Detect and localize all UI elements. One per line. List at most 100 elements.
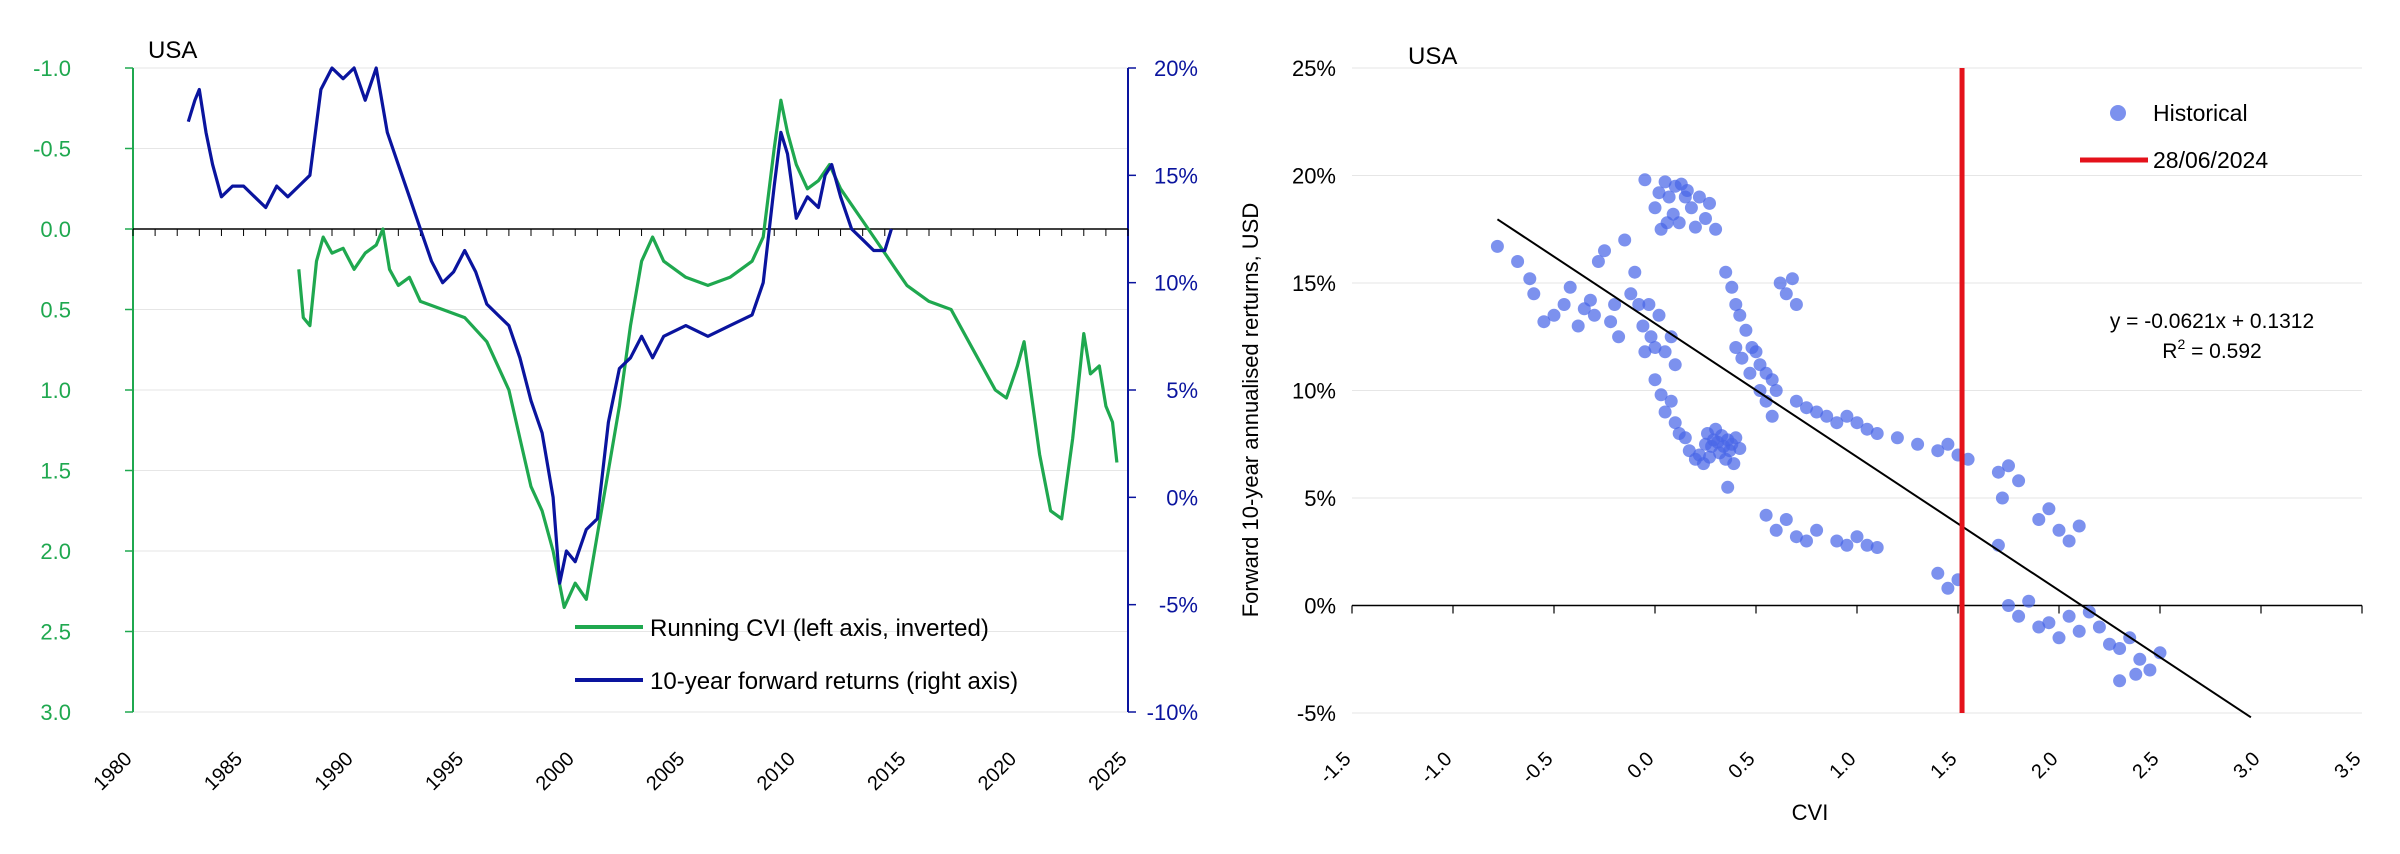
left-y-tick-label: 2.5 [40, 620, 71, 645]
trend-r-squared: R2 = 0.592 [2162, 336, 2261, 363]
right-y-tick-label: 20% [1292, 164, 1336, 189]
scatter-point [1789, 298, 1803, 311]
scatter-point [2113, 674, 2127, 688]
scatter-point [1729, 298, 1743, 311]
scatter-point [1658, 175, 1672, 189]
scatter-point [1563, 280, 1577, 294]
scatter-point [1991, 465, 2005, 479]
scatter-point [1789, 530, 1803, 544]
scatter-point [1931, 444, 1945, 458]
right-y-tick-label: 10% [1292, 379, 1336, 404]
scatter-point [2129, 667, 2143, 681]
scatter-point [1624, 287, 1638, 301]
scatter-point [1664, 330, 1678, 344]
right-x-tick-label: 1.5 [1926, 748, 1961, 783]
scatter-point [1749, 345, 1763, 359]
left-x-tick-label: 1980 [90, 748, 137, 795]
scatter-point [1652, 308, 1666, 322]
right-x-tick-label: 1.0 [1825, 748, 1860, 783]
left-chart-title: USA [148, 37, 197, 64]
scatter-point [1995, 491, 2009, 505]
scatter-point [1612, 330, 1626, 344]
scatter-point [1810, 405, 1824, 419]
scatter-point [1652, 186, 1666, 200]
scatter-point [1608, 298, 1622, 311]
scatter-point [2103, 637, 2116, 651]
left-chart: USA -1.0 -0.5 0.0 0.5 1.0 1.5 2.0 2.5 3.0 20% 15% 1… [33, 37, 1198, 795]
trend-equation: y = -0.0621x + 0.1312 [2110, 310, 2314, 333]
right-x-axis-title: CVI [1792, 800, 1829, 825]
scatter-point [1820, 409, 1834, 423]
left-y-tick-label: 1.5 [40, 459, 71, 484]
scatter-point [2042, 502, 2056, 516]
scatter-point [1739, 323, 1753, 337]
left-x-tick-label: 2015 [863, 748, 910, 795]
scatter-point [2133, 652, 2147, 666]
scatter-point [2012, 609, 2026, 623]
scatter-point [1547, 308, 1561, 322]
right-y-tick-label: -10% [1147, 700, 1198, 725]
scatter-point [1779, 287, 1793, 301]
scatter-point [1664, 394, 1678, 408]
right-y-tick-label: 20% [1154, 56, 1198, 81]
right-y-tick-label: 0% [1166, 485, 1198, 510]
left-y-tick-label: 1.0 [40, 378, 71, 403]
scatter-point [1727, 457, 1741, 471]
scatter-point [1618, 233, 1632, 247]
left-x-tick-label: 2020 [974, 748, 1021, 795]
scatter-point [1583, 293, 1597, 307]
scatter-point [2072, 624, 2086, 638]
right-y-tick-label: -5% [1297, 701, 1336, 726]
scatter-point [1658, 405, 1672, 419]
scatter-point [1729, 341, 1743, 354]
scatter-point [1672, 216, 1686, 230]
scatter-point [2052, 523, 2066, 537]
right-y-tick-label: 15% [1154, 163, 1198, 188]
left-y-tick-label: 0.0 [40, 217, 71, 242]
scatter-point [1870, 541, 1884, 554]
right-x-tick-label: 3.5 [2330, 748, 2365, 783]
scatter-point [2062, 609, 2076, 623]
scatter-point [1779, 513, 1793, 526]
left-x-tick-label: 2000 [532, 748, 579, 795]
scatter-point [1850, 530, 1864, 544]
right-x-tick-label: 0.0 [1623, 748, 1658, 783]
scatter-point [1703, 196, 1716, 210]
forward-returns-line [186, 66, 893, 585]
right-y-tick-label: 5% [1304, 486, 1336, 511]
right-y-tick-label: 15% [1292, 271, 1336, 296]
left-legend-label: Running CVI (left axis, inverted) [650, 615, 989, 642]
scatter-point [2022, 594, 2036, 608]
left-x-tick-label: 1995 [421, 748, 468, 795]
scatter-point [1587, 308, 1601, 322]
left-y-tick-label: 2.0 [40, 539, 71, 564]
right-x-tick-label: 3.0 [2229, 748, 2264, 783]
scatter-point [1860, 538, 1874, 552]
scatter-point [1721, 480, 1735, 494]
scatter-point [1830, 416, 1844, 430]
scatter-point [1638, 345, 1652, 359]
scatter-point [1636, 319, 1650, 333]
left-x-tick-label: 2010 [753, 748, 800, 795]
scatter-point [1769, 384, 1783, 397]
scatter-point [1860, 422, 1874, 436]
scatter-point [1735, 351, 1749, 365]
scatter-point [1753, 384, 1767, 397]
scatter-point [1719, 265, 1733, 279]
scatter-point [1632, 298, 1646, 311]
scatter-point [1604, 315, 1618, 329]
scatter-point [1638, 173, 1652, 187]
scatter-point [1840, 538, 1854, 552]
right-y-tick-label: -5% [1159, 593, 1198, 618]
scatter-point [1759, 508, 1773, 522]
scatter-point [1644, 330, 1658, 344]
right-y-tick-label: 10% [1154, 271, 1198, 296]
scatter-point [2002, 599, 2015, 612]
scatter-point [1850, 416, 1864, 430]
scatter-point [1571, 319, 1585, 333]
scatter-point [1773, 276, 1787, 290]
scatter-point [1733, 308, 1747, 322]
right-legend-dot [2110, 105, 2126, 121]
scatter-point [1628, 265, 1642, 279]
